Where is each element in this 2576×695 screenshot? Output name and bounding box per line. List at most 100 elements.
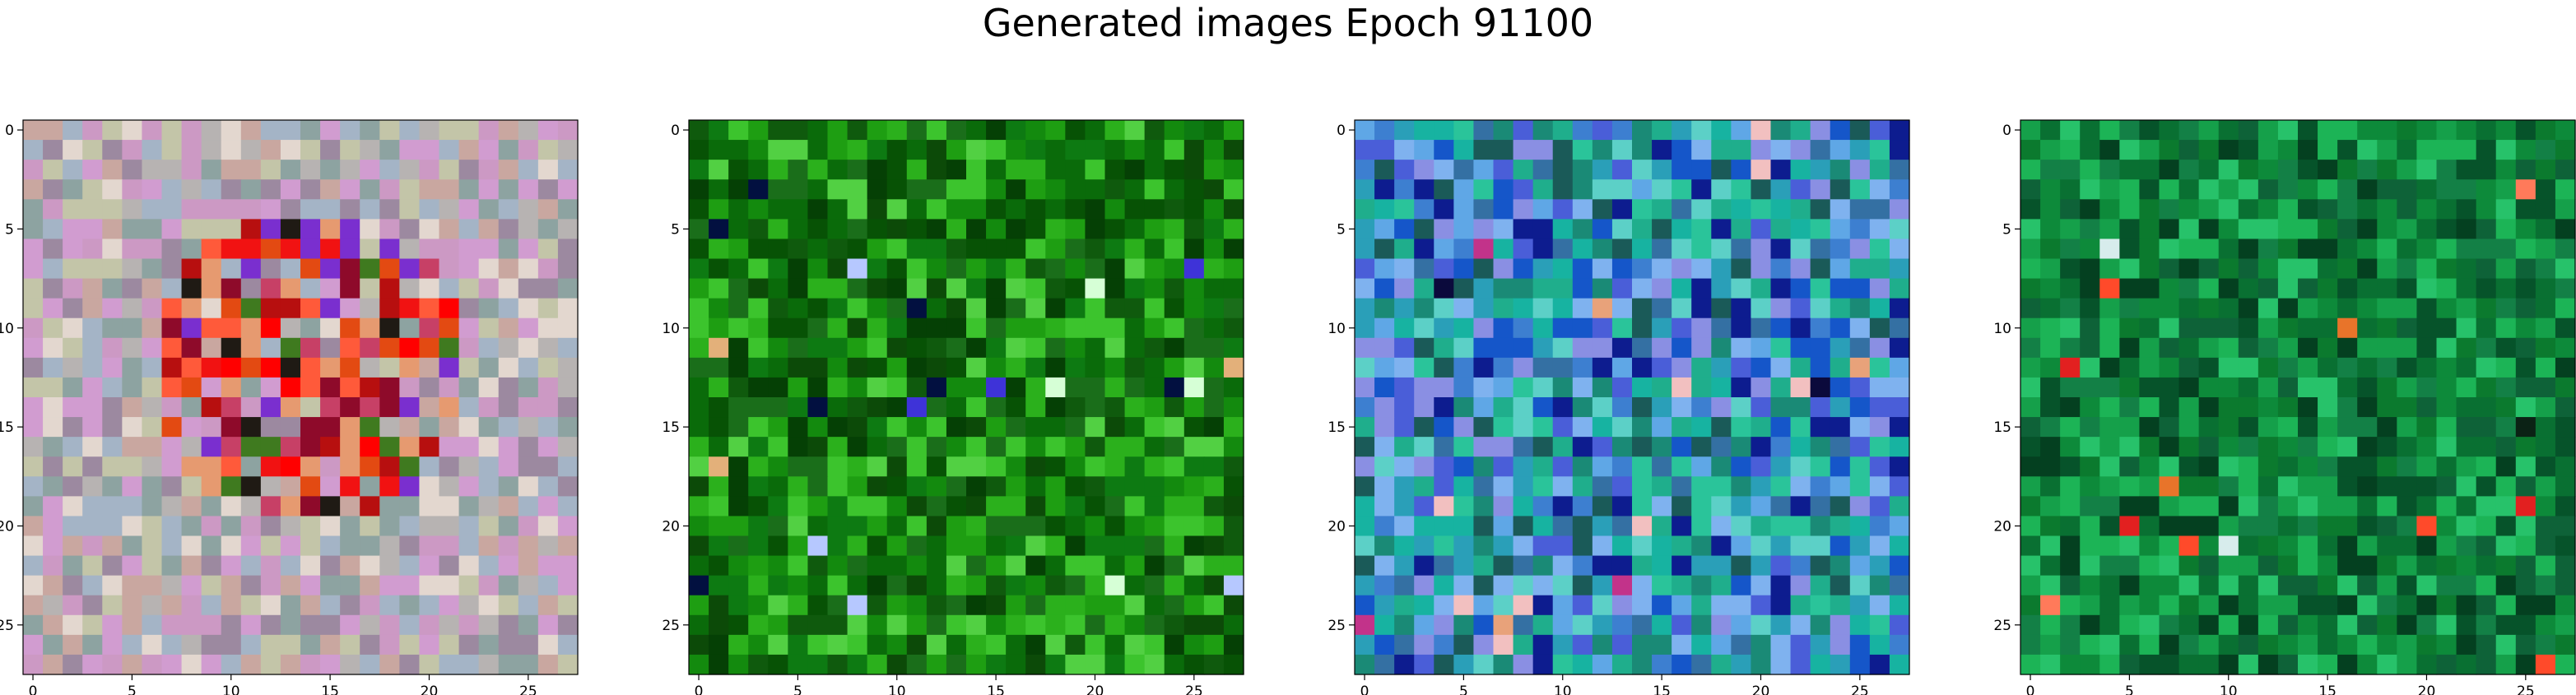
heatmap-cell [1203,595,1225,616]
heatmap-cell [2337,614,2358,636]
x-tick-label: 15 [321,683,339,695]
heatmap-cell [1731,535,1752,557]
heatmap-cell [2178,417,2200,438]
heatmap-cell [102,437,123,457]
heatmap-cell [518,634,539,656]
heatmap-cell [2099,258,2120,280]
heatmap-cell [240,476,262,497]
heatmap-cell [399,357,421,378]
heatmap-cell [82,397,103,418]
heatmap-cell [1183,337,1205,359]
heatmap-cell [379,516,400,537]
heatmap-cell [82,278,103,299]
heatmap-cell [300,239,321,260]
heatmap-cell [1065,357,1086,378]
heatmap-cell [2476,634,2497,656]
heatmap-cell [1711,317,1732,339]
heatmap-cell [1751,417,1772,438]
heatmap-cell [1513,614,1534,636]
heatmap-cell [1104,516,1126,537]
heatmap-cell [537,357,559,378]
heatmap-cell [906,555,928,577]
heatmap-cell [1572,278,1593,299]
heatmap-cell [728,317,749,339]
heatmap-cell [1632,140,1653,160]
heatmap-cell [2436,278,2457,299]
heatmap-cell [1065,654,1086,675]
heatmap-cell [2020,535,2041,557]
heatmap-cell [82,535,103,557]
heatmap-cell [2318,516,2338,537]
heatmap-cell [1731,258,1752,280]
heatmap-cell [2416,337,2438,359]
heatmap-cell [498,357,519,378]
heatmap-cell [142,140,163,160]
heatmap-cell [23,258,44,280]
heatmap-cell [1104,278,1126,299]
heatmap-cell [886,555,908,577]
heatmap-cell [1632,614,1653,636]
heatmap-cell [458,219,480,240]
heatmap-cell [221,199,242,220]
heatmap-cell [946,496,967,517]
heatmap-cell [1355,496,1375,517]
heatmap-cell [2377,614,2397,636]
heatmap-cell [399,634,421,656]
heatmap-cell [419,437,440,457]
heatmap-cell [1493,377,1514,398]
heatmap-cell [240,298,262,319]
heatmap-cell [1611,634,1633,656]
heatmap-cell [946,417,967,438]
heatmap-cell [1672,437,1692,457]
heatmap-cell [1652,535,1672,557]
heatmap-cell [886,278,908,299]
heatmap-cell [2495,555,2517,577]
heatmap-cell [2495,614,2517,636]
y-tick-label: 0 [671,123,680,139]
heatmap-cell [2080,219,2100,240]
heatmap-cell [439,496,460,517]
heatmap-cell [728,179,749,200]
heatmap-cell [1374,377,1395,398]
heatmap-cell [419,575,440,596]
heatmap-cell [709,654,729,675]
heatmap-cell [1223,516,1244,537]
heatmap-cell [1770,179,1792,200]
heatmap-cell [1124,476,1146,497]
heatmap-cell [2515,278,2536,299]
heatmap-cell [142,278,163,299]
heatmap-cell [1810,595,1831,616]
heatmap-cell [946,179,967,200]
heatmap-cell [1203,120,1225,141]
heatmap-cell [2515,120,2536,141]
heatmap-cell [2357,258,2378,280]
heatmap-cell [946,357,967,378]
heatmap-cell [1751,179,1772,200]
heatmap-cell [201,179,222,200]
heatmap-cell [1183,377,1205,398]
heatmap-cell [1513,179,1534,200]
heatmap-cell [1731,456,1752,477]
heatmap-cell [748,555,769,577]
heatmap-cell [221,120,242,141]
heatmap-cell [986,298,1007,319]
heatmap-cell [439,516,460,537]
heatmap-cell [2298,120,2318,141]
heatmap-cell [1006,595,1026,616]
heatmap-cell [2337,437,2358,457]
heatmap-cell [439,140,460,160]
heatmap-cell [2298,614,2318,636]
heatmap-cell [399,417,421,438]
heatmap-cell [1164,120,1185,141]
heatmap-cell [2436,575,2457,596]
heatmap-cell [2178,278,2200,299]
heatmap-cell [1104,317,1126,339]
heatmap-cell [419,476,440,497]
heatmap-cell [946,535,967,557]
heatmap-cell [1414,634,1434,656]
heatmap-cell [1632,239,1653,260]
heatmap-cell [478,120,500,141]
heatmap-cell [1065,377,1086,398]
heatmap-cell [2139,417,2160,438]
heatmap-cell [1006,476,1026,497]
